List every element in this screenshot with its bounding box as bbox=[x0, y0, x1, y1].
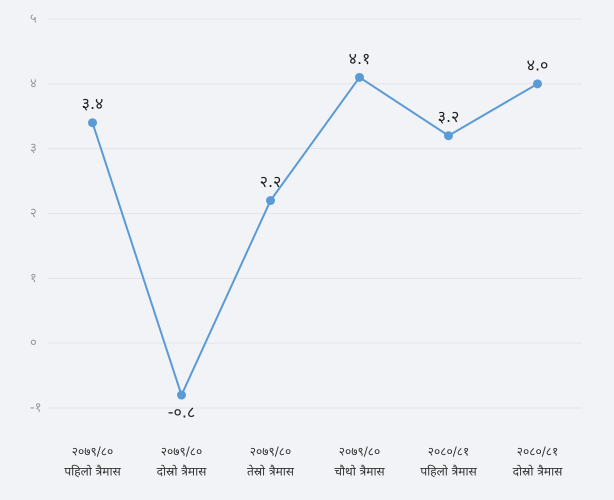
x-tick-label: पहिलो त्रैमास bbox=[64, 465, 121, 479]
x-tick-label: २०७९/८० bbox=[161, 445, 202, 459]
data-point bbox=[177, 390, 186, 400]
value-label: ३.२ bbox=[438, 107, 460, 126]
data-point bbox=[533, 79, 542, 89]
x-tick-label: दोस्रो त्रैमास bbox=[513, 465, 564, 479]
x-tick-label: तेस्रो त्रैमास bbox=[247, 465, 295, 479]
x-tick-label: चौथो त्रैमास bbox=[334, 465, 385, 479]
x-tick-label: २०८०/८१ bbox=[428, 445, 469, 459]
data-point bbox=[355, 72, 364, 82]
value-label: २.२ bbox=[260, 172, 282, 191]
y-tick-label: ४ bbox=[30, 76, 37, 91]
y-tick-label: ५ bbox=[30, 12, 37, 27]
y-tick-label: ० bbox=[30, 336, 37, 351]
data-point bbox=[444, 131, 453, 141]
data-point bbox=[88, 118, 97, 128]
x-tick-label: २०८०/८१ bbox=[517, 445, 558, 459]
value-label: ३.४ bbox=[82, 94, 104, 113]
y-tick-label: ३ bbox=[30, 141, 37, 156]
data-line bbox=[91, 75, 539, 398]
y-tick-label: २ bbox=[30, 206, 37, 221]
data-point bbox=[266, 196, 275, 206]
x-tick-label: पहिलो त्रैमास bbox=[420, 465, 477, 479]
value-label: ४.१ bbox=[349, 49, 371, 68]
y-tick-label: १ bbox=[30, 271, 37, 286]
y-tick-label: -१ bbox=[30, 401, 41, 416]
x-tick-label: २०७९/८० bbox=[250, 445, 291, 459]
value-label: ४.० bbox=[527, 55, 549, 74]
x-tick-label: २०७९/८० bbox=[339, 445, 380, 459]
value-label: -०.८ bbox=[168, 403, 196, 422]
x-tick-label: दोस्रो त्रैमास bbox=[157, 465, 208, 479]
x-tick-label: २०७९/८० bbox=[72, 445, 113, 459]
